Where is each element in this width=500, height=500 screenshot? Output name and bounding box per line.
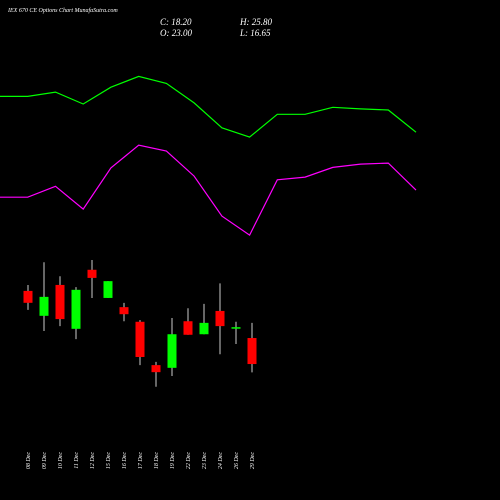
x-tick-label: 18 Dec	[154, 452, 160, 469]
indicator-line	[0, 144, 417, 236]
x-tick-label: 11 Dec	[74, 452, 80, 469]
x-tick-label: 12 Dec	[90, 452, 96, 469]
x-tick-label: 24 Dec	[217, 452, 224, 469]
high-label: H: 25.80	[239, 17, 272, 27]
x-tick-label: 16 Dec	[122, 452, 128, 469]
x-tick-label: 23 Dec	[202, 452, 208, 469]
candle-body	[247, 338, 257, 365]
x-tick-label: 22 Dec	[186, 452, 192, 469]
candle-body	[135, 321, 145, 357]
candle-body	[183, 321, 193, 335]
candle-body	[39, 296, 49, 316]
x-tick-label: 15 Dec	[106, 452, 112, 469]
candle-body	[215, 310, 225, 327]
x-tick-label: 19 Dec	[170, 452, 176, 469]
candle-body	[103, 281, 113, 298]
open-label: O: 23.00	[160, 28, 192, 38]
x-tick-label: 26 Dec	[234, 452, 240, 469]
close-label: C: 18.20	[160, 17, 192, 27]
candle-body	[87, 269, 97, 278]
indicator-line	[0, 75, 417, 138]
x-tick-label: 29 Dec	[250, 452, 256, 469]
candle-body	[55, 284, 65, 320]
candle-body	[167, 334, 177, 368]
candle-body	[151, 365, 161, 373]
candle-body	[71, 289, 81, 329]
candle-body	[231, 327, 241, 329]
candle-body	[23, 290, 33, 303]
low-label: L: 16.65	[239, 28, 271, 38]
x-tick-label: 10 Dec	[58, 452, 64, 469]
chart-title: IEX 670 CE Options Chart MunafaSutra.com	[7, 7, 118, 14]
candle-body	[199, 322, 209, 335]
x-tick-label: 17 Dec	[138, 452, 144, 469]
candle-body	[119, 307, 129, 315]
x-tick-label: 09 Dec	[42, 452, 48, 469]
x-tick-label: 08 Dec	[26, 452, 32, 469]
